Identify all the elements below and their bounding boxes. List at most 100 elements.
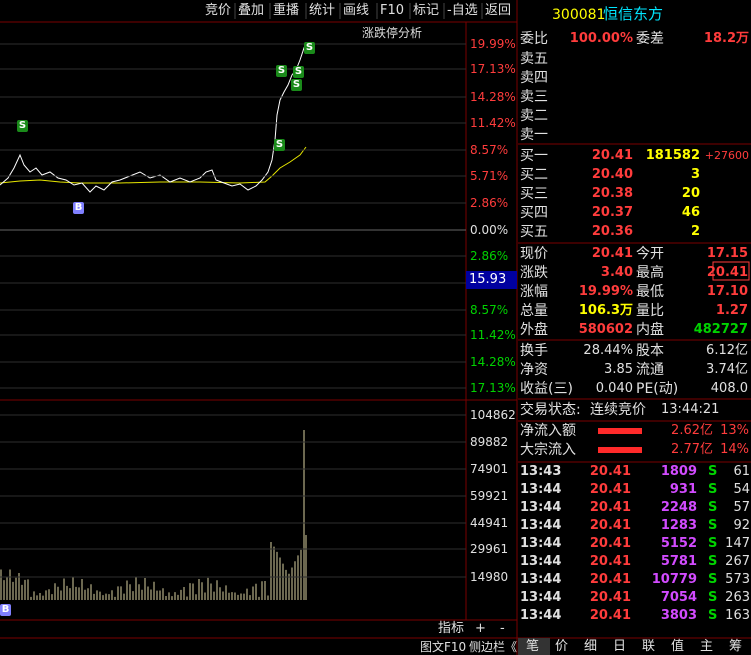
grid — [0, 43, 466, 578]
stat-label: 量比 — [636, 303, 664, 319]
volume-axis-label: 59921 — [470, 489, 509, 503]
stat-value: 106.3万 — [578, 303, 633, 318]
toolbar-button[interactable]: 返回 — [485, 3, 512, 18]
fund-value: 0.040 — [595, 381, 633, 396]
stat-label: 涨跌 — [520, 265, 548, 281]
label: 委比 — [520, 31, 548, 47]
tab[interactable]: 筹 — [729, 639, 743, 654]
fund-label: 净资 — [520, 362, 548, 378]
tab[interactable]: 值 — [671, 639, 685, 654]
bid-volume: 20 — [681, 186, 700, 201]
average-line — [0, 146, 307, 184]
bid-volume: 2 — [690, 224, 700, 239]
price-axis-label: 5.71% — [470, 169, 509, 183]
trade-marker: S — [276, 65, 287, 77]
status-label: 交易状态: — [520, 402, 581, 418]
tick-time: 13:43 — [520, 464, 562, 479]
value: 100.00% — [569, 31, 633, 46]
chart-control[interactable]: - — [500, 621, 505, 636]
fund-label: 流通 — [636, 362, 664, 378]
fund-label: PE(动) — [636, 381, 679, 397]
stat-value: 580602 — [578, 322, 633, 337]
chart-control[interactable]: + — [475, 621, 486, 636]
chart-control[interactable]: 指标 — [438, 621, 465, 636]
tick-volume: 10779 — [651, 572, 697, 587]
stat-label: 现价 — [520, 246, 548, 262]
stat-value: 17.15 — [706, 246, 748, 261]
fund-label: 股本 — [636, 343, 664, 359]
trade-marker: S — [17, 120, 28, 132]
bid-label: 买一 — [520, 148, 548, 164]
price-line — [0, 43, 307, 193]
tick-count: 573 — [725, 572, 750, 587]
tick-price: 20.41 — [589, 464, 631, 479]
footer-button[interactable]: 图文F10 — [420, 640, 467, 654]
tick-time: 13:44 — [520, 608, 562, 623]
flow-percent: 14% — [720, 442, 749, 457]
trade-marker: B — [0, 604, 11, 616]
tick-volume: 1809 — [660, 464, 697, 479]
cursor-price: 15.93 — [466, 271, 517, 289]
tick-time: 13:44 — [520, 554, 562, 569]
tab[interactable]: 细 — [584, 639, 598, 654]
price-axis-label: 11.42% — [470, 116, 516, 130]
stat-label: 今开 — [636, 246, 664, 262]
price-axis-label: 14.28% — [470, 355, 516, 369]
stat-label: 最低 — [636, 284, 664, 300]
tick-time: 13:44 — [520, 590, 562, 605]
bid-label: 买四 — [520, 205, 548, 221]
toolbar-button[interactable]: 画线 — [343, 3, 370, 18]
status-value: 连续竞价 — [590, 402, 646, 418]
toolbar-button[interactable]: 叠加 — [238, 3, 265, 18]
flow-label: 净流入额 — [520, 423, 576, 439]
stat-label: 内盘 — [636, 322, 664, 338]
tick-price: 20.41 — [589, 590, 631, 605]
tick-time: 13:44 — [520, 500, 562, 515]
tick-price: 20.41 — [589, 608, 631, 623]
price-axis-label: 17.13% — [470, 381, 516, 395]
bid-price: 20.36 — [591, 224, 633, 239]
stock-code: 300081 — [552, 7, 606, 23]
bid-price: 20.37 — [591, 205, 633, 220]
tab[interactable]: 价 — [555, 639, 569, 654]
tab-selected — [518, 638, 550, 655]
bid-volume: 46 — [681, 205, 700, 220]
toolbar-button[interactable]: 统计 — [309, 3, 336, 18]
tick-count: 54 — [733, 482, 750, 497]
toolbar-button[interactable]: 标记 — [413, 3, 440, 18]
ask-label: 卖一 — [520, 127, 548, 143]
flow-percent: 13% — [720, 423, 749, 438]
tick-price: 20.41 — [589, 554, 631, 569]
fund-value: 3.74亿 — [706, 362, 748, 377]
tick-volume: 5781 — [660, 554, 697, 569]
toolbar-button[interactable]: -自选 — [447, 3, 478, 18]
toolbar-button[interactable]: F10 — [380, 3, 405, 18]
tab[interactable]: 主 — [700, 639, 714, 654]
volume-axis-label: 104862 — [470, 408, 516, 422]
tick-count: 263 — [725, 590, 750, 605]
tick-price: 20.41 — [589, 572, 631, 587]
bid-volume: 3 — [690, 167, 700, 182]
tab[interactable]: 日 — [613, 639, 627, 654]
flow-label: 大宗流入 — [520, 442, 576, 458]
price-axis-label: 2.86% — [470, 249, 509, 263]
fund-value: 408.0 — [710, 381, 748, 396]
toolbar-button[interactable]: 竞价 — [205, 3, 232, 18]
trade-marker: S — [274, 139, 285, 151]
volume-axis-label: 74901 — [470, 462, 509, 476]
tab[interactable]: 笔 — [526, 639, 540, 654]
trade-marker: S — [304, 42, 315, 54]
trade-marker: S — [291, 79, 302, 91]
tick-volume: 3803 — [660, 608, 697, 623]
stat-value: 1.27 — [715, 303, 748, 318]
toolbar-button[interactable]: 重播 — [273, 3, 300, 18]
tick-price: 20.41 — [589, 500, 631, 515]
analysis-label[interactable]: 涨跌停分析 — [362, 26, 423, 40]
tick-side: S — [708, 518, 718, 533]
stat-label: 总量 — [520, 303, 548, 319]
footer-button[interactable]: 侧边栏《 — [469, 640, 518, 654]
tick-volume: 5152 — [660, 536, 697, 551]
tick-count: 163 — [725, 608, 750, 623]
tab[interactable]: 联 — [642, 639, 656, 654]
